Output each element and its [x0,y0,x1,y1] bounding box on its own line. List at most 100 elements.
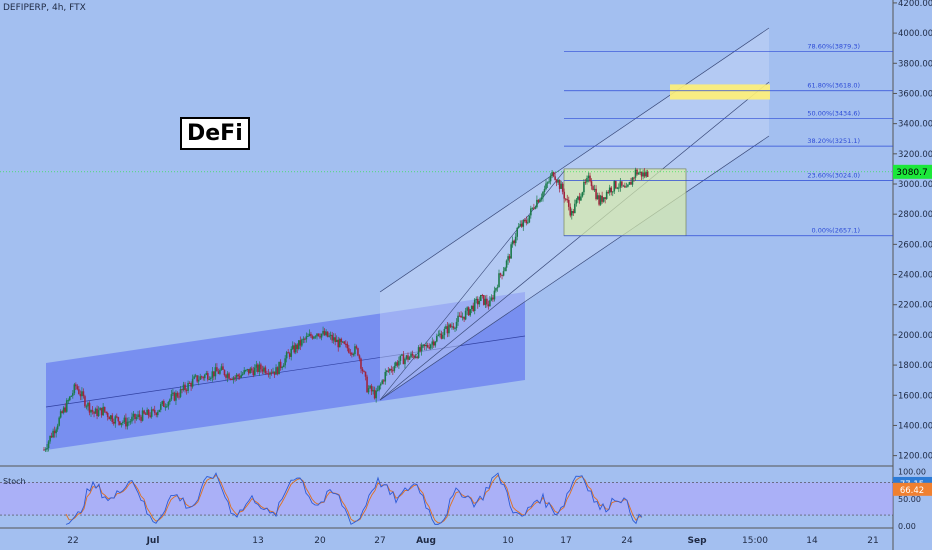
stoch-label: Stoch [3,477,26,486]
candle-body [422,344,424,346]
candle-body [240,374,242,378]
candle-body [534,207,537,209]
candle-body [645,171,647,177]
candle-body [220,366,223,371]
channel-2-top-edge [379,27,770,293]
candle-body [530,208,532,216]
candle-body [50,435,53,438]
candle-body [643,172,646,177]
candle-body [67,400,70,402]
candle-body [228,373,230,379]
defi-label-box[interactable]: DeFi [180,117,250,150]
candle-body [442,335,444,339]
candle-body [531,207,534,209]
candle-body [567,199,570,207]
candle-body [605,191,608,199]
candle-body [152,409,154,411]
candle-body [349,352,352,354]
candle-body [44,449,47,451]
candle-body [52,430,54,438]
candle-body [337,339,340,348]
price-tick-label: 1200.00 [898,452,932,462]
candle-body [410,353,412,358]
candle-body [193,376,195,379]
time-tick-label: 24 [621,536,633,546]
candle-body [232,377,235,380]
candle-body [390,368,393,371]
candle-body [244,370,247,372]
candle-body [111,415,114,423]
candle-body [246,369,249,371]
candle-body [455,321,458,329]
candle-body [399,355,402,361]
candle-body [311,336,314,339]
candle-body [548,181,550,183]
price-tick-label: 1800.00 [898,361,932,371]
candle-body [58,417,60,426]
candle-body [205,373,208,375]
candle-body [551,172,553,176]
candle-body [372,389,374,392]
candle-body [560,183,562,189]
last-price-value: 3080.7 [896,168,928,178]
candle-body [351,352,353,355]
fib-level-label: 23.60%(3024.0) [807,171,860,179]
candle-body [56,425,59,430]
candle-body [138,414,141,417]
candle-body [191,378,194,387]
time-tick-label: Aug [416,536,436,546]
candle-body [85,406,88,408]
candle-body [572,211,575,214]
candle-body [272,371,274,373]
candle-body [91,409,94,412]
candle-body [188,382,191,384]
candle-body [158,409,161,412]
candle-body [631,177,634,185]
candle-body [499,273,502,275]
time-tick-label: 17 [560,536,571,546]
candle-body [527,222,529,224]
candle-body [545,183,547,190]
candle-body [258,364,261,372]
candle-body [159,404,162,410]
candle-body [308,333,311,336]
candle-body [389,368,391,372]
candle-body [82,391,85,397]
candle-body [408,357,411,360]
candle-body [557,180,559,183]
candle-body [326,331,329,337]
candle-body [190,383,192,387]
candle-body [200,376,203,378]
candle-body [352,354,355,356]
candle-body [552,172,555,177]
candle-body [492,297,494,300]
candle-body [569,206,572,216]
candle-body [542,191,544,198]
candle-body [382,380,385,382]
candle-body [449,324,452,328]
candle-body [539,199,541,203]
candle-body [123,417,126,423]
candle-body [593,188,596,191]
candle-body [284,358,286,366]
candle-body [313,336,315,339]
candle-body [478,300,481,305]
candle-body [414,356,417,358]
candle-body [322,330,324,334]
candle-body [172,392,174,395]
candle-body [132,413,135,417]
candle-body [484,298,487,305]
candle-body [395,362,397,367]
candle-body [199,376,202,380]
candle-body [440,333,443,339]
time-tick-label: 14 [806,536,818,546]
candle-body [263,367,265,372]
candle-body [70,395,73,397]
candle-body [554,176,556,180]
candle-body [473,299,476,312]
candle-body [578,196,581,201]
candle-body [423,344,426,347]
target-zone [670,84,770,100]
price-tick-label: 3600.00 [898,89,932,99]
